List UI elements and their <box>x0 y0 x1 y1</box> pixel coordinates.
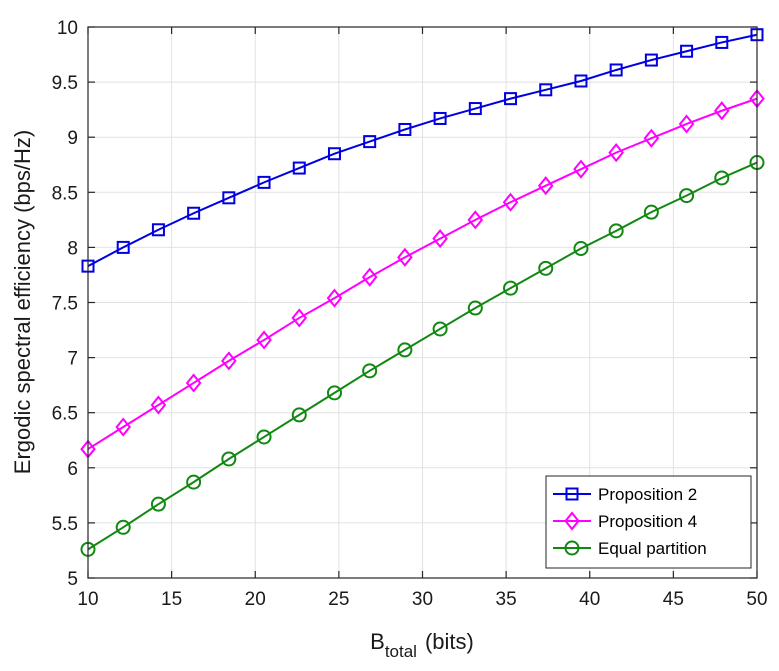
circle-marker <box>186 474 202 490</box>
x-tick-label: 10 <box>77 589 98 610</box>
diamond-marker <box>221 351 237 371</box>
square-marker <box>574 74 588 88</box>
circle-marker <box>256 429 272 445</box>
diamond-marker <box>643 128 660 148</box>
square-marker <box>644 53 658 67</box>
y-tick-label: 8 <box>67 238 78 259</box>
square-marker <box>257 175 271 189</box>
x-tick-label: 40 <box>579 589 600 610</box>
circle-marker <box>291 407 307 423</box>
circle-marker <box>608 223 624 239</box>
square-marker <box>715 35 729 49</box>
square-marker <box>504 92 518 106</box>
y-tick-label: 6 <box>67 459 78 480</box>
square-marker <box>292 161 306 175</box>
square-marker <box>468 102 482 116</box>
circle-marker <box>503 280 519 296</box>
diamond-marker <box>432 228 448 249</box>
series-line <box>87 97 758 450</box>
diamond-marker <box>502 192 519 212</box>
y-tick-label: 9.5 <box>52 73 78 94</box>
diamond-marker <box>326 288 343 308</box>
diamond-marker <box>291 308 308 328</box>
axis-ticks: 10 15 20 25 30 35 40 45 50 5 5.5 6 6.5 7 7.5 8 8.5 9 9.5 10 <box>52 18 768 610</box>
legend: Proposition 2 Proposition 4 Equal partitio… <box>545 475 752 569</box>
y-tick-label: 7 <box>67 349 78 370</box>
legend-item: Proposition 2 <box>553 485 697 504</box>
grid-lines <box>87 26 758 579</box>
diamond-marker <box>256 330 272 350</box>
diamond-marker <box>564 511 580 531</box>
square-marker <box>116 240 130 254</box>
square-marker <box>433 111 447 125</box>
circle-marker <box>679 188 695 204</box>
y-tick-label: 8.5 <box>52 183 78 204</box>
circle-marker <box>221 451 237 467</box>
y-axis-label: Ergodic spectral efficiency (bps/Hz) <box>10 130 35 474</box>
diamond-marker <box>185 373 202 393</box>
legend-label: Equal partition <box>598 539 707 558</box>
circle-marker <box>564 540 580 556</box>
circle-marker <box>326 385 342 401</box>
diamond-marker <box>573 159 589 179</box>
x-tick-label: 50 <box>746 589 767 610</box>
legend-label: Proposition 4 <box>598 512 697 531</box>
y-tick-label: 5.5 <box>52 514 78 535</box>
x-tick-label: 45 <box>663 589 684 610</box>
y-tick-label: 6.5 <box>52 404 78 425</box>
x-tick-label: 35 <box>496 589 517 610</box>
series-group <box>80 28 765 557</box>
square-marker <box>539 83 553 97</box>
y-tick-label: 7.5 <box>52 294 78 315</box>
diamond-marker <box>678 114 695 134</box>
square-marker <box>609 63 623 77</box>
square-marker <box>398 122 412 136</box>
legend-item: Equal partition <box>553 539 707 558</box>
square-marker <box>222 191 236 205</box>
diamond-marker <box>397 247 413 267</box>
diamond-marker <box>467 210 484 230</box>
series-square <box>81 28 764 273</box>
x-tick-label: 25 <box>328 589 349 610</box>
square-marker <box>680 44 694 58</box>
legend-label: Proposition 2 <box>598 485 697 504</box>
square-marker <box>151 223 165 237</box>
x-tick-label: 15 <box>161 589 182 610</box>
y-tick-label: 5 <box>67 569 78 590</box>
circle-marker <box>150 496 166 512</box>
diamond-marker <box>361 267 378 287</box>
y-tick-label: 9 <box>67 128 78 149</box>
y-tick-label: 10 <box>57 18 78 39</box>
circle-marker <box>115 519 131 535</box>
x-axis-label: Btotal (bits) <box>370 629 474 661</box>
circle-marker <box>643 204 659 220</box>
diamond-marker <box>714 101 730 121</box>
circle-marker <box>397 342 413 358</box>
circle-marker <box>538 260 554 276</box>
circle-marker <box>714 170 730 186</box>
diamond-marker <box>150 395 167 415</box>
square-marker <box>327 147 341 161</box>
x-tick-label: 30 <box>412 589 433 610</box>
diamond-marker <box>537 176 554 196</box>
diamond-marker <box>608 143 624 163</box>
circle-marker <box>467 300 483 316</box>
legend-item: Proposition 4 <box>553 511 697 531</box>
square-marker <box>565 487 579 501</box>
square-marker <box>363 135 377 149</box>
square-marker <box>187 206 201 220</box>
circle-marker <box>362 363 378 379</box>
circle-marker <box>573 241 589 257</box>
x-tick-label: 20 <box>245 589 266 610</box>
series-circle <box>80 155 765 557</box>
circle-marker <box>432 321 448 337</box>
diamond-marker <box>115 417 131 437</box>
